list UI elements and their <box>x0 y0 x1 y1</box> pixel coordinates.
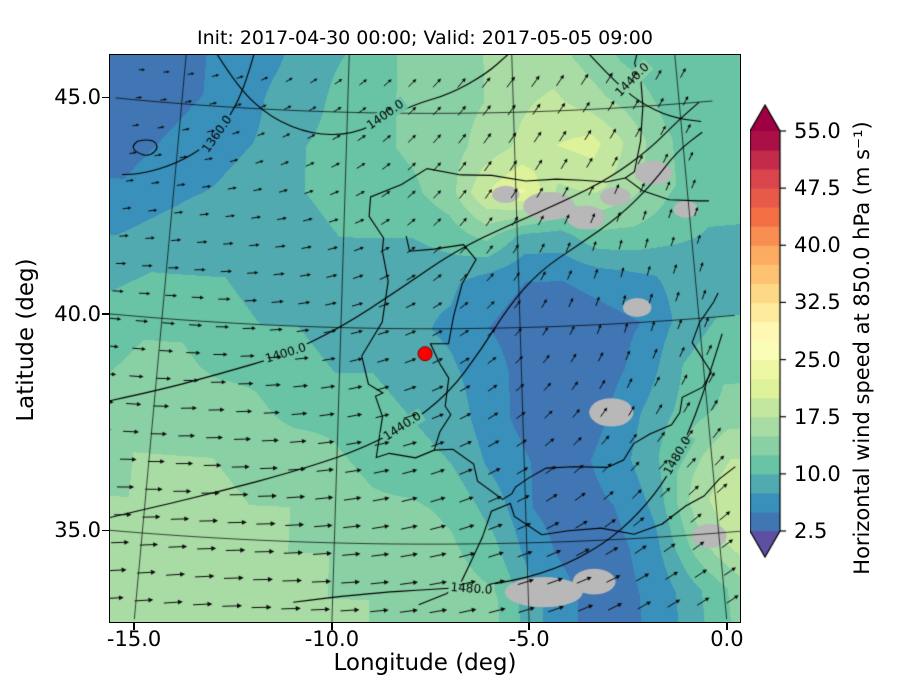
x-tick-label: -5.0 <box>508 627 550 651</box>
y-tick-mark <box>102 96 109 99</box>
y-tick-mark <box>102 313 109 315</box>
x-tick-mark <box>331 623 333 630</box>
colorbar-tick-label: 17.5 <box>794 404 841 429</box>
y-axis-label: Latitude (deg) <box>13 258 39 422</box>
y-tick-label: 40.0 <box>54 301 101 326</box>
x-tick-mark <box>133 623 135 630</box>
y-tick-label: 35.0 <box>54 518 101 543</box>
colorbar-tick-label: 40.0 <box>794 233 841 258</box>
colorbar-tick-label: 32.5 <box>794 290 841 315</box>
colorbar-tick-label: 25.0 <box>794 347 841 372</box>
x-tick-label: 0.0 <box>710 627 744 651</box>
colorbar <box>750 103 796 577</box>
colorbar-tick-label: 47.5 <box>794 176 841 201</box>
x-tick-mark <box>528 623 530 630</box>
x-tick-label: -15.0 <box>106 627 162 651</box>
colorbar-canvas <box>750 103 796 573</box>
map-plot-area <box>109 54 741 623</box>
x-tick-label: -10.0 <box>304 627 360 651</box>
colorbar-tick-label: 10.0 <box>794 461 841 486</box>
wind-map-canvas <box>110 55 740 622</box>
y-tick-mark <box>102 529 109 532</box>
y-tick-label: 45.0 <box>54 85 101 110</box>
x-axis-label: Longitude (deg) <box>333 650 517 676</box>
colorbar-tick-label: 55.0 <box>794 119 841 143</box>
plot-title: Init: 2017-04-30 00:00; Valid: 2017-05-0… <box>197 27 653 49</box>
colorbar-label: Horizontal wind speed at 850.0 hPa (m s⁻… <box>850 121 874 575</box>
x-tick-mark <box>726 623 728 630</box>
colorbar-tick-label: 2.5 <box>794 519 828 543</box>
